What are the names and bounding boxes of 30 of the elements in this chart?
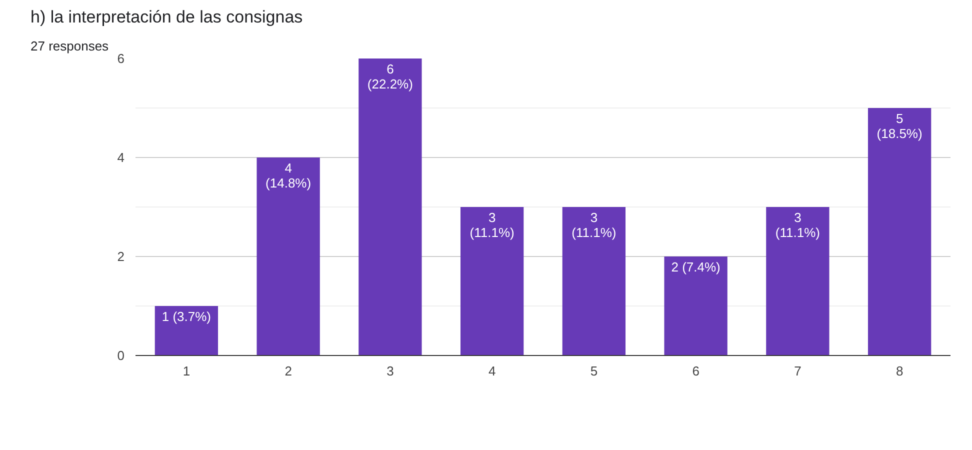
y-tick-label: 2 (117, 249, 125, 264)
data-label: 6 (22.2%) (367, 62, 413, 92)
y-tick-label: 0 (117, 348, 125, 363)
bar (460, 207, 524, 356)
data-label: 3 (11.1%) (572, 210, 616, 240)
x-tick-label: 7 (794, 364, 802, 378)
bar (766, 207, 830, 356)
bar (868, 108, 932, 356)
x-tick-label: 8 (896, 364, 904, 378)
chart-subtitle: 27 responses (30, 38, 110, 54)
data-label: 3 (11.1%) (775, 210, 820, 240)
x-tick-label: 2 (284, 364, 292, 378)
y-tick-label: 4 (117, 150, 125, 165)
data-label: 4 (14.8%) (266, 160, 312, 190)
bar (154, 306, 218, 356)
x-tick-label: 5 (590, 364, 598, 378)
x-tick-label: 3 (386, 364, 394, 378)
x-tick-label: 6 (692, 364, 700, 378)
x-tick-label: 4 (488, 364, 496, 378)
x-tick-label: 1 (182, 364, 190, 378)
data-label: 5 (18.5%) (876, 111, 922, 141)
bar (562, 207, 626, 356)
data-label: 3 (11.1%) (470, 210, 514, 240)
bar (358, 58, 422, 356)
chart-title: h) la interpretación de las consignas (30, 8, 303, 26)
y-tick-label: 6 (117, 51, 125, 66)
data-label: 1 (3.7%) (162, 309, 212, 324)
bar (256, 158, 320, 356)
data-label: 2 (7.4%) (671, 260, 720, 274)
bar (664, 256, 728, 356)
